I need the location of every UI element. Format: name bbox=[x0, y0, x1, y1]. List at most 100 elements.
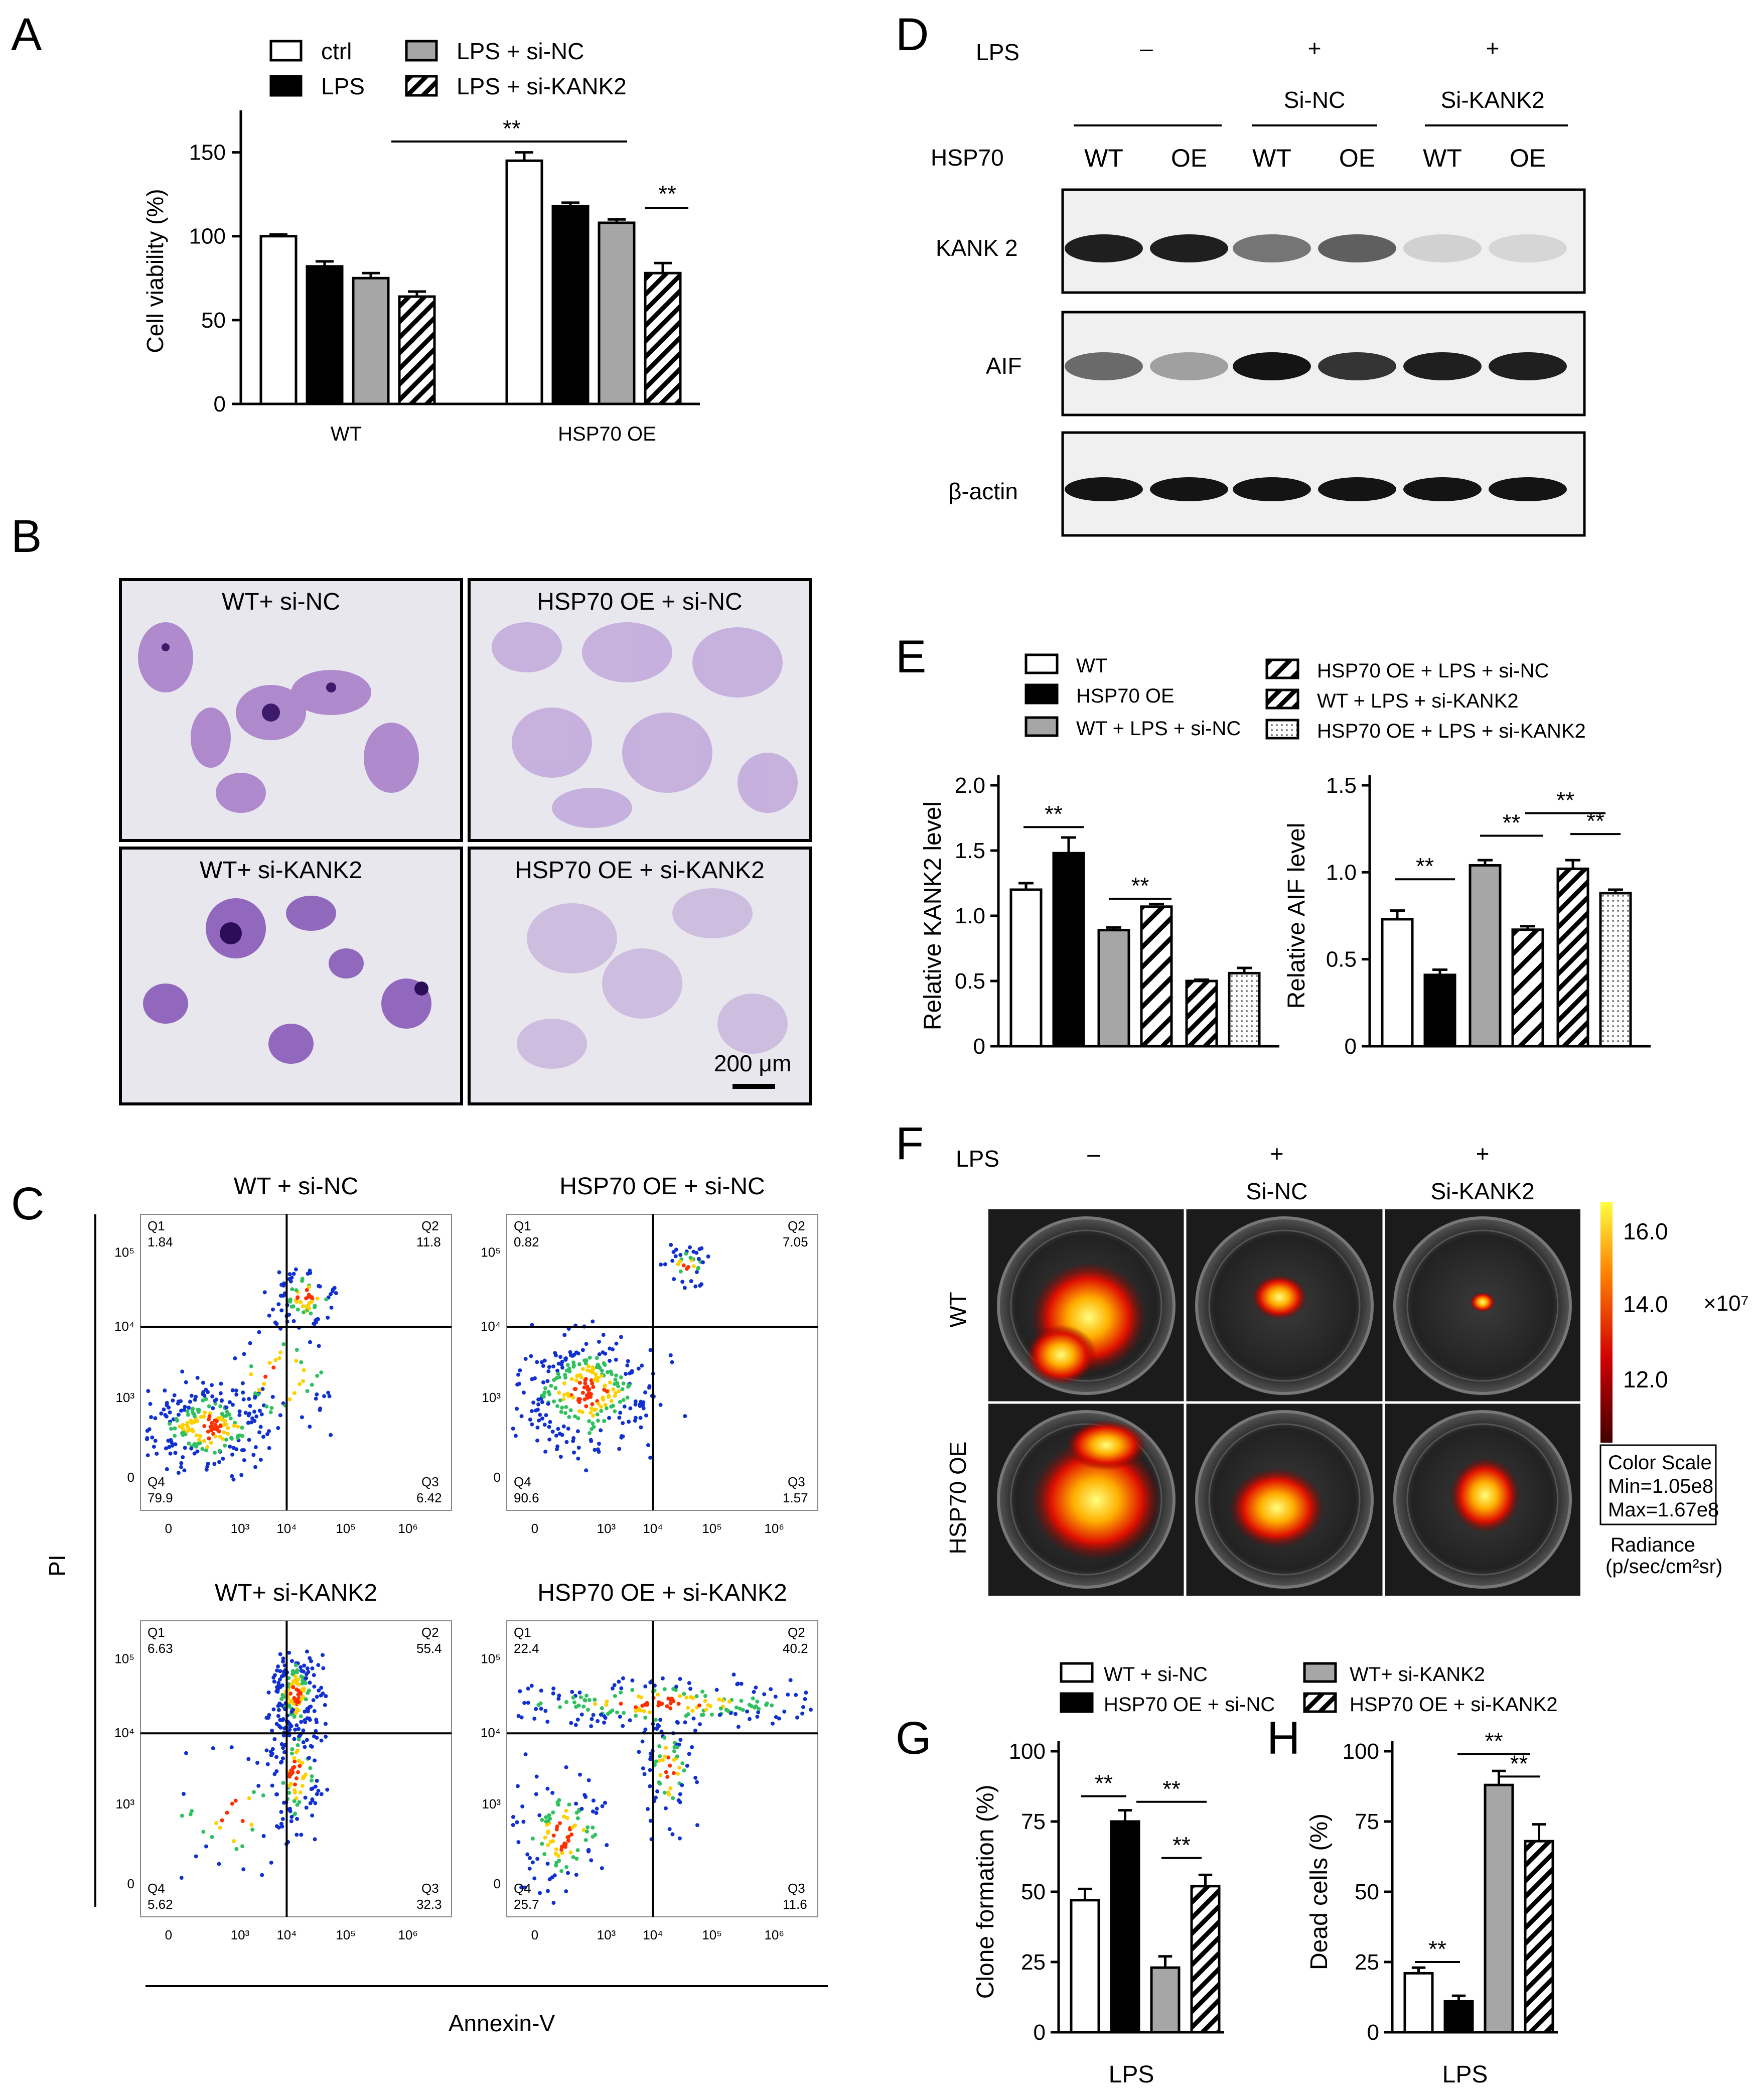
flow-event bbox=[658, 1754, 662, 1759]
flow-event bbox=[546, 1831, 550, 1835]
legend-label-lps-si-kank2: LPS + si-KANK2 bbox=[457, 73, 627, 99]
flow-event bbox=[264, 1404, 269, 1409]
flow-event bbox=[185, 1429, 189, 1434]
flow-event bbox=[536, 1402, 541, 1407]
flow-event bbox=[525, 1852, 530, 1857]
flow-event bbox=[534, 1408, 538, 1413]
flow-event bbox=[571, 1696, 575, 1700]
flow-event bbox=[588, 1355, 592, 1360]
lane-label: WT bbox=[1252, 144, 1291, 172]
flow-event bbox=[559, 1410, 563, 1414]
flow-event bbox=[583, 1698, 588, 1703]
flow-event bbox=[695, 1823, 699, 1828]
flow-event bbox=[561, 1424, 566, 1429]
flow-q1-name: Q1 bbox=[514, 1218, 531, 1233]
flow-event bbox=[278, 1725, 283, 1730]
flow-event bbox=[280, 1756, 285, 1761]
flow-event bbox=[230, 1474, 234, 1478]
flow-event bbox=[579, 1712, 584, 1717]
flow-event bbox=[295, 1833, 299, 1837]
lane-label: OE bbox=[1339, 144, 1375, 172]
flow-event bbox=[648, 1784, 652, 1788]
flow-event bbox=[295, 1723, 299, 1728]
flow-event bbox=[290, 1708, 295, 1712]
flow-event bbox=[292, 1788, 297, 1792]
flow-event bbox=[226, 1426, 230, 1430]
flow-event bbox=[578, 1695, 583, 1700]
panel-d-lps-1: – bbox=[1140, 35, 1153, 61]
flow-event bbox=[617, 1416, 622, 1420]
chart-a: ctrl LPS LPS + si-NC LPS + si-KANK2 Cell… bbox=[142, 38, 700, 445]
flow-event bbox=[247, 1438, 251, 1442]
chart-h-bar bbox=[1524, 1840, 1554, 2034]
panel-d-western: LPS – + + Si-NC Si-KANK2 HSP70 WT OE WT OE W… bbox=[931, 35, 1586, 537]
flow-event bbox=[704, 1707, 708, 1712]
panel-d-lps-3: + bbox=[1486, 35, 1500, 61]
flow-event bbox=[739, 1682, 744, 1686]
flow-event bbox=[272, 1737, 277, 1741]
flow-event bbox=[671, 1250, 676, 1254]
flow-event bbox=[291, 1304, 296, 1309]
flow-event bbox=[691, 1716, 696, 1721]
flow-event bbox=[546, 1369, 551, 1373]
flow-event bbox=[296, 1743, 300, 1747]
flow-event bbox=[303, 1745, 307, 1749]
flow-event bbox=[310, 1382, 314, 1387]
lane-label: WT bbox=[1084, 144, 1123, 172]
chart-g-sig-2: ** bbox=[1162, 1776, 1181, 1802]
chart-a-ytick-label: 50 bbox=[201, 308, 226, 333]
flow-event bbox=[630, 1688, 635, 1692]
flow-event bbox=[560, 1365, 564, 1370]
flow-event bbox=[515, 1820, 519, 1825]
flow-event bbox=[554, 1863, 558, 1868]
flow-ytick: 10³ bbox=[115, 1796, 134, 1811]
flow-event bbox=[575, 1816, 580, 1821]
flow-event bbox=[511, 1814, 515, 1819]
flow-event bbox=[681, 1263, 686, 1268]
flow-ytick: 10³ bbox=[482, 1796, 501, 1811]
flow-event bbox=[276, 1708, 281, 1712]
flow-event bbox=[254, 1414, 259, 1419]
flow-event bbox=[782, 1709, 787, 1714]
flow-event bbox=[559, 1869, 564, 1873]
flow-event bbox=[522, 1701, 527, 1705]
flow-event bbox=[535, 1857, 540, 1861]
flow-event bbox=[209, 1428, 214, 1433]
flow-event bbox=[277, 1677, 282, 1682]
chart-a-ytick-label: 150 bbox=[189, 141, 226, 165]
flow-event bbox=[294, 1711, 298, 1715]
chart-e1-bar bbox=[1052, 852, 1085, 1048]
flow-event bbox=[304, 1681, 308, 1686]
flow-event bbox=[584, 1694, 589, 1698]
micrograph-label-hsp70oe-si-kank2: HSP70 OE + si-KANK2 bbox=[515, 857, 765, 884]
flow-event bbox=[535, 1425, 540, 1430]
flow-event bbox=[211, 1406, 215, 1411]
flow-event bbox=[305, 1389, 310, 1393]
flow-event bbox=[300, 1415, 304, 1420]
flow-plot: HSP70 OE + si-KANK2Q122.4Q240.2Q425.7Q31… bbox=[481, 1580, 818, 1942]
flow-event bbox=[296, 1770, 301, 1774]
chart-e1-bar bbox=[1097, 929, 1130, 1048]
flow-event bbox=[602, 1720, 607, 1725]
flow-event bbox=[682, 1286, 687, 1290]
flow-event bbox=[236, 1425, 240, 1429]
chart-h-bar bbox=[1403, 1972, 1434, 2034]
flow-event bbox=[304, 1296, 309, 1301]
flow-event bbox=[234, 1388, 238, 1393]
flow-event bbox=[668, 1353, 673, 1357]
chart-e1-ytick-label: 1.5 bbox=[955, 838, 985, 863]
flow-event bbox=[208, 1425, 213, 1429]
blot-band bbox=[1318, 352, 1396, 380]
flow-event bbox=[194, 1854, 198, 1859]
flow-event bbox=[553, 1351, 557, 1355]
panel-f-group-si-kank2: Si-KANK2 bbox=[1430, 1178, 1534, 1204]
flow-event bbox=[544, 1815, 548, 1819]
flow-event bbox=[536, 1703, 541, 1707]
flow-event bbox=[639, 1425, 643, 1430]
flow-event bbox=[595, 1356, 599, 1360]
flow-event bbox=[329, 1292, 333, 1297]
flow-event bbox=[317, 1344, 321, 1348]
flow-event bbox=[584, 1404, 589, 1409]
flow-event bbox=[556, 1854, 560, 1858]
flow-event bbox=[585, 1830, 590, 1834]
